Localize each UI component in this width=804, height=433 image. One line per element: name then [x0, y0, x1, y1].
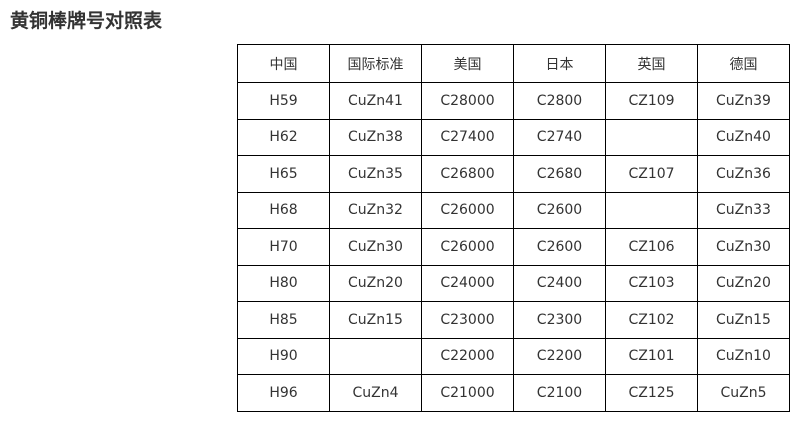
table-cell: C23000	[421, 301, 514, 339]
table-cell: H59	[237, 82, 330, 120]
table-cell: C2200	[513, 337, 606, 375]
table-cell: H80	[237, 264, 330, 302]
table-row: H65 CuZn35 C26800 C2680 CZ107 CuZn36	[237, 155, 790, 193]
table-cell: CuZn39	[697, 82, 790, 120]
column-header: 德国	[697, 44, 790, 83]
table-row: H90 C22000 C2200 CZ101 CuZn10	[237, 337, 790, 375]
table-cell: CuZn36	[697, 155, 790, 193]
table-cell: C2600	[513, 191, 606, 229]
table-cell	[329, 337, 422, 375]
table-cell: CuZn10	[697, 337, 790, 375]
table-cell: C22000	[421, 337, 514, 375]
table-cell: CuZn35	[329, 155, 422, 193]
table-cell: C2740	[513, 118, 606, 156]
table-row: H68 CuZn32 C26000 C2600 CuZn33	[237, 191, 790, 229]
table-cell: CuZn40	[697, 118, 790, 156]
table-cell: H70	[237, 228, 330, 266]
table-row: H62 CuZn38 C27400 C2740 CuZn40	[237, 118, 790, 156]
table-cell: CuZn5	[697, 374, 790, 412]
table-cell: CZ103	[605, 264, 698, 302]
table-cell: C2300	[513, 301, 606, 339]
table-cell: CuZn20	[697, 264, 790, 302]
table-cell: CuZn4	[329, 374, 422, 412]
table-cell: CZ109	[605, 82, 698, 120]
table-cell: H85	[237, 301, 330, 339]
table-row: H70 CuZn30 C26000 C2600 CZ106 CuZn30	[237, 228, 790, 266]
table-cell: CuZn15	[329, 301, 422, 339]
table-cell: C21000	[421, 374, 514, 412]
table-cell: CZ101	[605, 337, 698, 375]
table-cell: H68	[237, 191, 330, 229]
table-cell: CZ102	[605, 301, 698, 339]
column-header: 日本	[513, 44, 606, 83]
table-cell	[605, 191, 698, 229]
table-row: H96 CuZn4 C21000 C2100 CZ125 CuZn5	[237, 374, 790, 412]
table-cell: C2800	[513, 82, 606, 120]
table-cell: CuZn20	[329, 264, 422, 302]
column-header: 国际标准	[329, 44, 422, 83]
column-header: 中国	[237, 44, 330, 83]
table-cell: CuZn38	[329, 118, 422, 156]
table-cell: C27400	[421, 118, 514, 156]
table-cell: C26000	[421, 228, 514, 266]
table-cell: C28000	[421, 82, 514, 120]
table-cell: H90	[237, 337, 330, 375]
table-cell: C2100	[513, 374, 606, 412]
column-header: 美国	[421, 44, 514, 83]
table-row: H80 CuZn20 C24000 C2400 CZ103 CuZn20	[237, 264, 790, 302]
table-cell: C2600	[513, 228, 606, 266]
table-cell: H65	[237, 155, 330, 193]
table-cell: CZ107	[605, 155, 698, 193]
table-cell: CuZn30	[697, 228, 790, 266]
table-cell: C26800	[421, 155, 514, 193]
table-cell	[605, 118, 698, 156]
table-row: H59 CuZn41 C28000 C2800 CZ109 CuZn39	[237, 82, 790, 120]
table-cell: CZ106	[605, 228, 698, 266]
column-header: 英国	[605, 44, 698, 83]
table-header-row: 中国 国际标准 美国 日本 英国 德国	[237, 44, 790, 83]
table-cell: CuZn15	[697, 301, 790, 339]
brass-grade-comparison-table: 中国 国际标准 美国 日本 英国 德国 H59 CuZn41 C28000 C2800 CZ109…	[237, 44, 790, 412]
table-cell: C26000	[421, 191, 514, 229]
table-cell: H62	[237, 118, 330, 156]
table-cell: CuZn33	[697, 191, 790, 229]
table-cell: C2680	[513, 155, 606, 193]
table-cell: CZ125	[605, 374, 698, 412]
table-cell: C2400	[513, 264, 606, 302]
table-cell: CuZn30	[329, 228, 422, 266]
table-cell: CuZn41	[329, 82, 422, 120]
table-cell: C24000	[421, 264, 514, 302]
table-cell: CuZn32	[329, 191, 422, 229]
table-cell: H96	[237, 374, 330, 412]
table-row: H85 CuZn15 C23000 C2300 CZ102 CuZn15	[237, 301, 790, 339]
page-title: 黄铜棒牌号对照表	[10, 10, 163, 32]
